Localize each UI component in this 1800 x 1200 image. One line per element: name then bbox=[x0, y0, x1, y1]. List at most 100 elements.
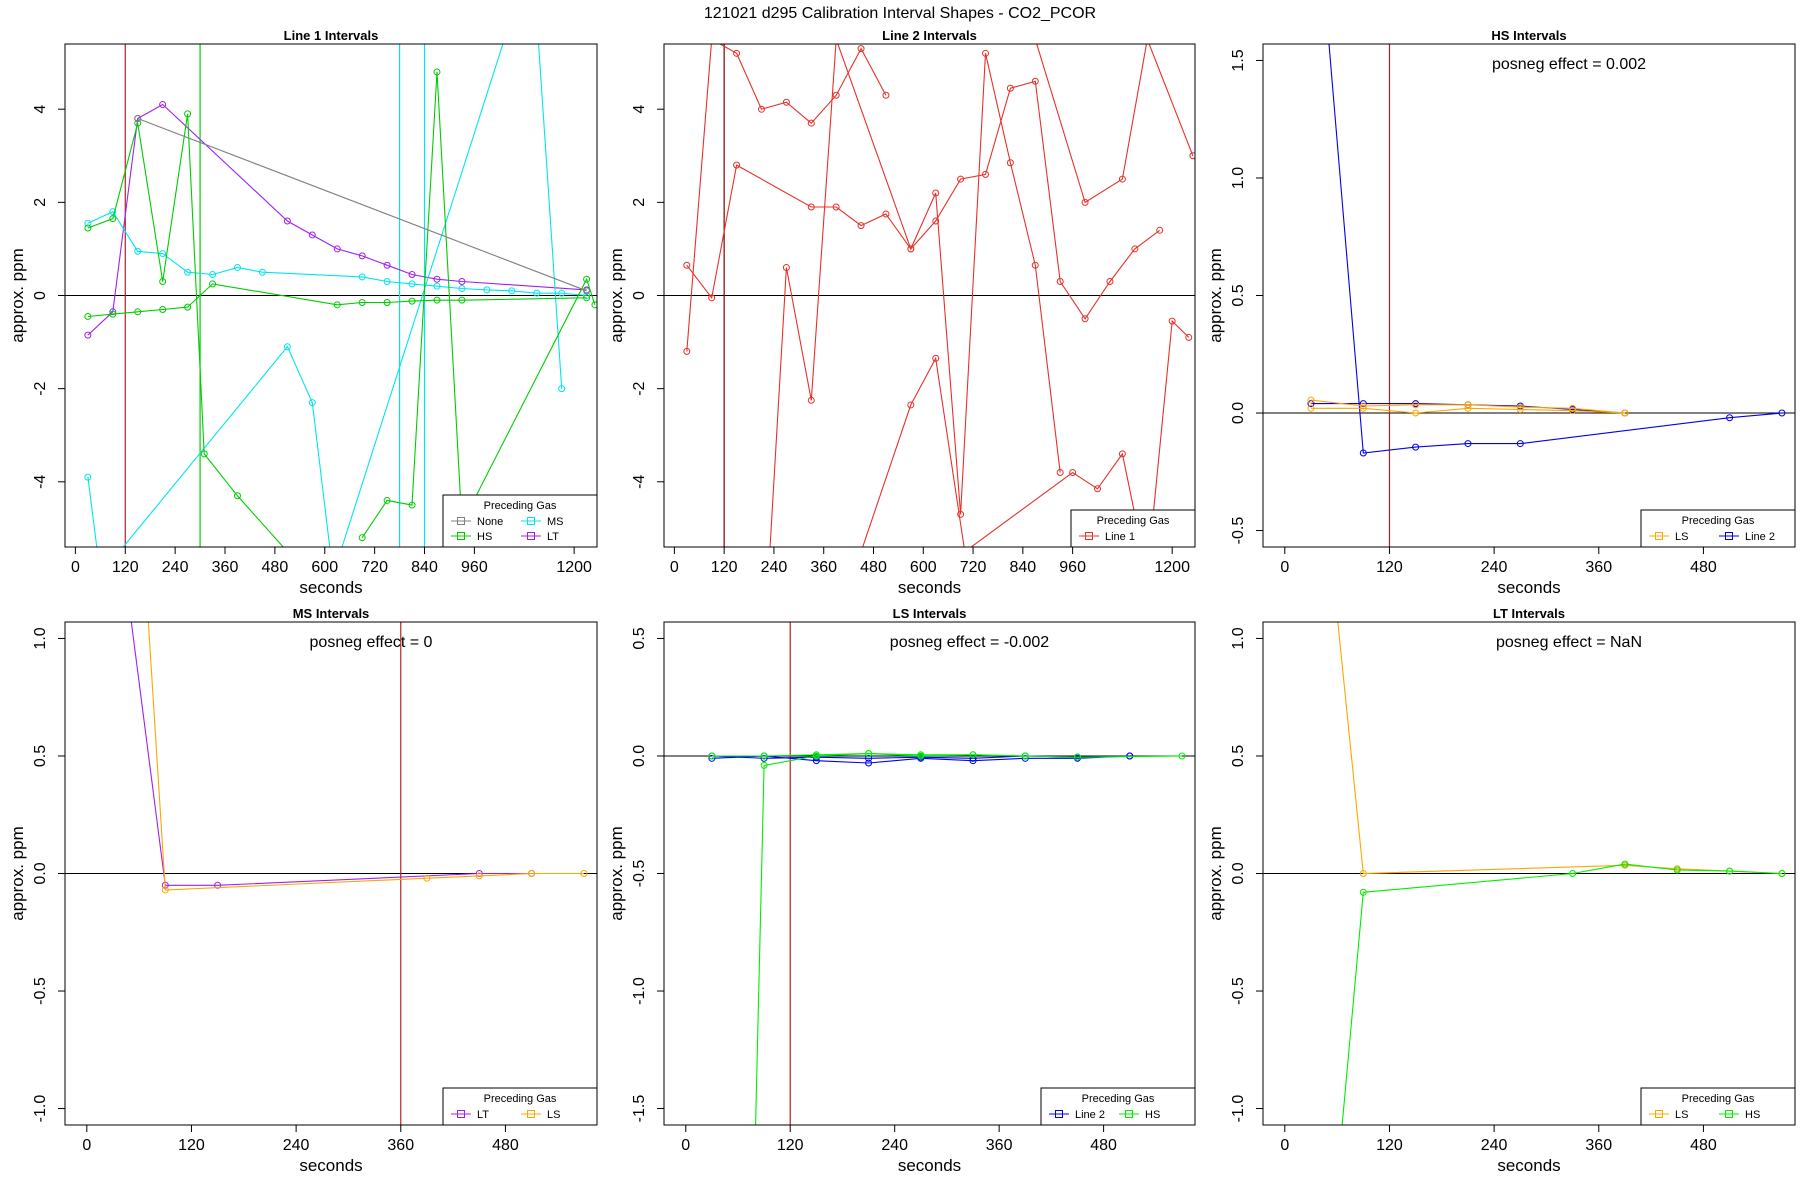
legend-title: Preceding Gas bbox=[1682, 1093, 1755, 1105]
data-point bbox=[134, 115, 142, 123]
legend-title: Preceding Gas bbox=[1082, 1093, 1155, 1105]
data-point bbox=[1144, 572, 1150, 578]
data-point bbox=[708, 754, 716, 762]
legend-marker bbox=[457, 532, 465, 540]
data-point bbox=[408, 280, 416, 288]
y-axis-label: approx. ppm bbox=[607, 248, 626, 343]
data-point bbox=[509, 13, 515, 19]
series-line bbox=[769, 44, 1061, 547]
panel-6: LT Intervals 0 120 240 360 480 -1.0 -0.5 0.0 0.5 1… bbox=[1206, 606, 1796, 1175]
data-point bbox=[475, 870, 483, 877]
x-axis-label: seconds bbox=[299, 1156, 362, 1175]
x-tick-label: 960 bbox=[1059, 559, 1086, 576]
data-point bbox=[932, 217, 940, 225]
legend-entry-line-1: Line 1 bbox=[1079, 531, 1135, 543]
y-tick-label: 0.5 bbox=[631, 627, 648, 649]
x-tick-label: 600 bbox=[910, 559, 937, 576]
legend: Preceding Gas LT LS bbox=[442, 1087, 598, 1126]
x-tick-label: 240 bbox=[162, 559, 189, 576]
y-tick-label: 0.0 bbox=[1230, 862, 1247, 884]
data-point bbox=[865, 754, 873, 762]
data-point bbox=[433, 296, 441, 304]
data-point bbox=[907, 245, 915, 253]
legend-box bbox=[1640, 509, 1796, 548]
plot-frame bbox=[663, 621, 1196, 1126]
x-tick-label: 240 bbox=[761, 559, 788, 576]
data-point bbox=[932, 189, 940, 197]
legend-entry-ls: LS bbox=[1649, 531, 1688, 543]
data-point bbox=[807, 203, 815, 211]
data-point bbox=[1189, 152, 1195, 160]
data-point bbox=[84, 473, 92, 481]
data-point bbox=[433, 275, 441, 283]
panel-title: LS Intervals bbox=[893, 606, 967, 621]
data-point bbox=[184, 268, 192, 276]
data-point bbox=[84, 219, 92, 227]
data-point bbox=[458, 285, 466, 293]
data-point bbox=[882, 91, 890, 99]
data-point bbox=[807, 119, 815, 127]
series-line bbox=[1311, 407, 1625, 414]
data-point bbox=[458, 278, 466, 286]
data-point bbox=[233, 264, 241, 272]
series-none bbox=[134, 115, 591, 295]
data-point bbox=[1359, 402, 1367, 410]
plot-area bbox=[1263, 622, 1795, 1125]
data-point bbox=[1464, 440, 1472, 448]
data-point bbox=[423, 874, 431, 882]
data-point bbox=[533, 289, 541, 297]
x-tick-label: 120 bbox=[1376, 1137, 1403, 1154]
data-point bbox=[1569, 870, 1577, 877]
x-tick-label: 0 bbox=[1280, 1137, 1289, 1154]
data-point bbox=[1031, 261, 1039, 269]
y-tick-label: -1.5 bbox=[631, 1095, 648, 1123]
legend-label: Line 1 bbox=[1105, 531, 1135, 543]
data-point bbox=[134, 308, 142, 316]
data-point bbox=[159, 101, 167, 109]
data-point bbox=[134, 119, 142, 127]
data-point bbox=[580, 870, 588, 877]
legend-title: Preceding Gas bbox=[1097, 515, 1170, 527]
data-point bbox=[84, 312, 92, 320]
legend-entry-ms: MS bbox=[521, 516, 564, 528]
legend-entry-hs: HS bbox=[451, 531, 492, 543]
legend-title: Preceding Gas bbox=[1682, 515, 1755, 527]
legend-label: LS bbox=[547, 1109, 560, 1121]
y-tick-label: -0.5 bbox=[631, 860, 648, 888]
data-point bbox=[84, 331, 92, 339]
data-point bbox=[782, 98, 790, 106]
data-point bbox=[917, 751, 925, 759]
data-point bbox=[1081, 198, 1089, 206]
y-tick-label: 2 bbox=[32, 198, 49, 207]
y-tick-label: 0 bbox=[32, 291, 49, 300]
plot-area bbox=[664, 622, 1195, 1125]
legend-box bbox=[442, 1087, 598, 1126]
data-point bbox=[583, 292, 591, 299]
y-axis-label: approx. ppm bbox=[1206, 248, 1225, 343]
data-point bbox=[109, 215, 117, 223]
x-tick-label: 120 bbox=[178, 1137, 205, 1154]
legend-entry-line-2: Line 2 bbox=[1719, 531, 1775, 543]
data-point bbox=[161, 886, 169, 894]
series-line bbox=[87, 103, 587, 336]
data-point bbox=[528, 870, 536, 877]
data-point bbox=[159, 250, 167, 258]
data-point bbox=[1359, 870, 1367, 877]
data-point bbox=[1359, 888, 1367, 896]
legend-marker bbox=[457, 517, 465, 525]
x-tick-label: 240 bbox=[1481, 559, 1508, 576]
data-point bbox=[982, 170, 990, 178]
legend-label: HS bbox=[477, 531, 492, 543]
legend-label: HS bbox=[1145, 1109, 1160, 1121]
y-axis-label: approx. ppm bbox=[8, 826, 27, 921]
data-point bbox=[907, 401, 915, 409]
data-point bbox=[957, 510, 965, 518]
series-line bbox=[147, 622, 584, 891]
data-point bbox=[214, 881, 222, 889]
series-line bbox=[1337, 622, 1782, 875]
data-point bbox=[1006, 159, 1014, 167]
legend: Preceding Gas LS Line 2 bbox=[1640, 509, 1796, 548]
series-line-1 bbox=[683, 44, 890, 355]
